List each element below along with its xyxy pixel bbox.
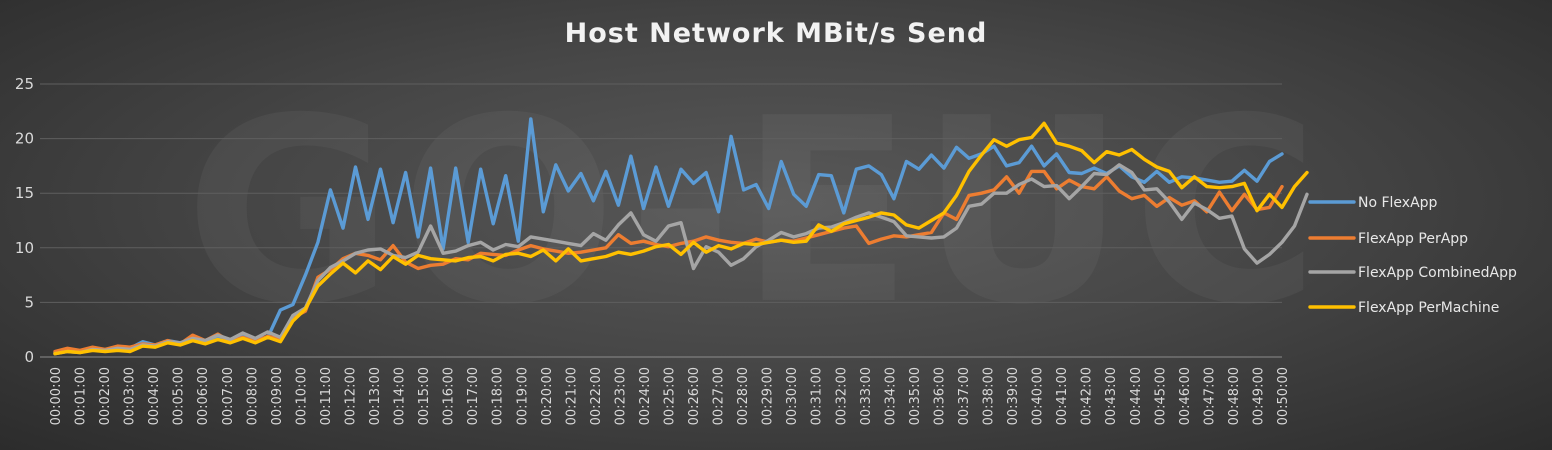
y-tick-label: 25 <box>15 75 34 93</box>
x-tick-label: 00:29:00 <box>761 367 776 425</box>
x-tick-label: 00:43:00 <box>1104 367 1119 425</box>
y-tick-label: 20 <box>15 130 34 148</box>
x-tick-label: 00:13:00 <box>368 367 383 425</box>
x-tick-label: 00:35:00 <box>908 367 923 425</box>
x-tick-label: 00:32:00 <box>834 367 849 425</box>
legend-label: FlexApp PerApp <box>1358 231 1468 247</box>
x-tick-label: 00:04:00 <box>147 367 162 425</box>
x-tick-label: 00:25:00 <box>663 367 678 425</box>
legend-label: No FlexApp <box>1358 195 1438 211</box>
x-tick-label: 00:17:00 <box>466 367 481 425</box>
x-tick-label: 00:46:00 <box>1178 367 1193 425</box>
x-tick-label: 00:31:00 <box>810 367 825 425</box>
x-tick-label: 00:06:00 <box>196 367 211 425</box>
x-tick-label: 00:41:00 <box>1055 367 1070 425</box>
x-tick-label: 00:30:00 <box>785 367 800 425</box>
series-line-3 <box>53 121 1309 356</box>
y-tick-label: 5 <box>24 293 34 311</box>
x-tick-label: 00:10:00 <box>294 367 309 425</box>
x-tick-label: 00:16:00 <box>442 367 457 425</box>
y-tick-label: 10 <box>15 239 34 257</box>
x-tick-label: 00:37:00 <box>957 367 972 425</box>
series-line-0 <box>53 117 1284 355</box>
y-tick-label: 0 <box>24 348 34 366</box>
x-tick-label: 00:00:00 <box>49 367 64 425</box>
x-tick-label: 00:47:00 <box>1202 367 1217 425</box>
legend-label: FlexApp PerMachine <box>1358 300 1499 316</box>
x-tick-label: 00:28:00 <box>736 367 751 425</box>
x-tick-label: 00:40:00 <box>1031 367 1046 425</box>
x-tick-label: 00:11:00 <box>319 367 334 425</box>
watermark-logo: GO-EUC <box>130 85 1380 340</box>
x-tick-label: 00:49:00 <box>1251 367 1266 425</box>
x-tick-label: 00:20:00 <box>540 367 555 425</box>
x-tick-label: 00:34:00 <box>883 367 898 425</box>
x-tick-label: 00:19:00 <box>515 367 530 425</box>
x-tick-label: 00:08:00 <box>245 367 260 425</box>
x-tick-label: 00:38:00 <box>982 367 997 425</box>
x-tick-label: 00:07:00 <box>221 367 236 425</box>
x-tick-label: 00:22:00 <box>589 367 604 425</box>
x-tick-label: 00:24:00 <box>638 367 653 425</box>
x-tick-label: 00:44:00 <box>1129 367 1144 425</box>
x-tick-label: 00:12:00 <box>343 367 358 425</box>
x-tick-label: 00:18:00 <box>491 367 506 425</box>
x-tick-label: 00:26:00 <box>687 367 702 425</box>
x-tick-label: 00:09:00 <box>270 367 285 425</box>
x-tick-label: 00:36:00 <box>932 367 947 425</box>
x-tick-label: 00:45:00 <box>1153 367 1168 425</box>
y-tick-label: 15 <box>15 184 34 202</box>
x-tick-label: 00:27:00 <box>712 367 727 425</box>
x-tick-label: 00:02:00 <box>98 367 113 425</box>
x-tick-label: 00:33:00 <box>859 367 874 425</box>
x-tick-label: 00:01:00 <box>74 367 89 425</box>
series-line-1 <box>53 169 1284 354</box>
x-tick-label: 00:14:00 <box>393 367 408 425</box>
x-tick-label: 00:48:00 <box>1227 367 1242 425</box>
x-tick-label: 00:50:00 <box>1276 367 1291 425</box>
x-tick-label: 00:21:00 <box>564 367 579 425</box>
x-tick-label: 00:03:00 <box>123 367 138 425</box>
series-line-2 <box>53 163 1309 356</box>
x-tick-label: 00:15:00 <box>417 367 432 425</box>
x-tick-label: 00:42:00 <box>1080 367 1095 425</box>
x-tick-label: 00:05:00 <box>172 367 187 425</box>
chart-title: Host Network MBit/s Send <box>564 18 988 49</box>
x-tick-label: 00:23:00 <box>613 367 628 425</box>
x-tick-label: 00:39:00 <box>1006 367 1021 425</box>
legend-label: FlexApp CombinedApp <box>1358 265 1517 281</box>
